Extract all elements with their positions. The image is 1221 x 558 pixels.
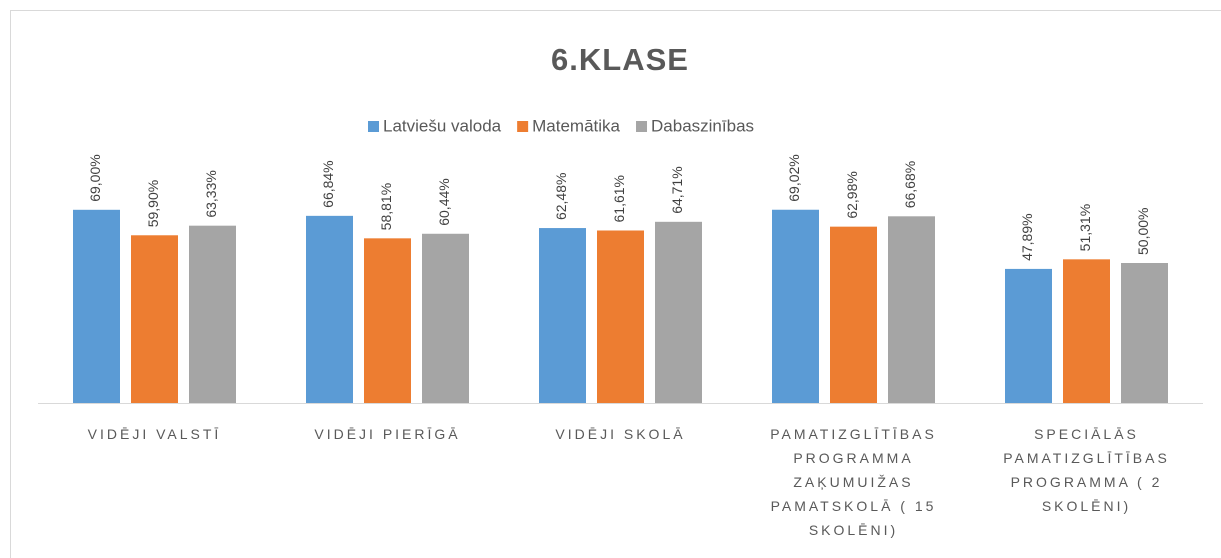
chart-title: 6.KLASE	[551, 42, 689, 77]
bar	[888, 216, 935, 403]
value-label: 69,00%	[87, 154, 103, 201]
x-tick-label: VIDĒJI SKOLĀ	[555, 426, 686, 442]
legend-label: Matemātika	[532, 116, 620, 135]
value-label: 61,61%	[611, 175, 627, 222]
bar	[422, 233, 469, 403]
bar	[73, 209, 120, 403]
value-label: 69,02%	[786, 154, 802, 201]
bar	[655, 221, 702, 403]
value-label: 63,33%	[203, 170, 219, 217]
legend-swatch	[636, 121, 648, 132]
legend-label: Latviešu valoda	[383, 116, 502, 135]
value-label: 51,31%	[1077, 204, 1093, 251]
bar	[189, 225, 236, 403]
bar	[597, 230, 644, 403]
value-label: 60,44%	[436, 178, 452, 225]
value-label: 59,90%	[145, 180, 161, 227]
bar	[1005, 268, 1052, 403]
value-label: 58,81%	[378, 183, 394, 230]
x-tick-label: VIDĒJI PIERĪGĀ	[314, 426, 461, 442]
value-label: 62,98%	[844, 171, 860, 218]
x-tick-label: PAMATIZGLĪTĪBAS PROGRAMMA ZAĶUMUIŽAS PAM…	[770, 426, 937, 538]
bar	[131, 235, 178, 403]
value-label: 64,71%	[669, 166, 685, 213]
legend-swatch	[368, 121, 379, 132]
value-label: 66,68%	[902, 161, 918, 208]
bar	[1063, 259, 1110, 403]
value-label: 66,84%	[320, 160, 336, 207]
value-label: 50,00%	[1135, 208, 1151, 255]
value-label: 62,48%	[553, 173, 569, 220]
bar	[772, 209, 819, 403]
x-tick-label: SPECIĀLĀS PAMATIZGLĪTĪBAS PROGRAMMA ( 2 …	[1003, 426, 1170, 514]
bar	[364, 238, 411, 403]
bar	[830, 226, 877, 403]
value-label: 47,89%	[1019, 213, 1035, 260]
bar	[1121, 263, 1168, 403]
x-tick-label: VIDĒJI VALSTĪ	[87, 426, 222, 442]
legend-swatch	[517, 121, 529, 132]
bar	[539, 228, 586, 403]
legend-label: Dabaszinības	[651, 116, 754, 135]
bar	[306, 215, 353, 403]
